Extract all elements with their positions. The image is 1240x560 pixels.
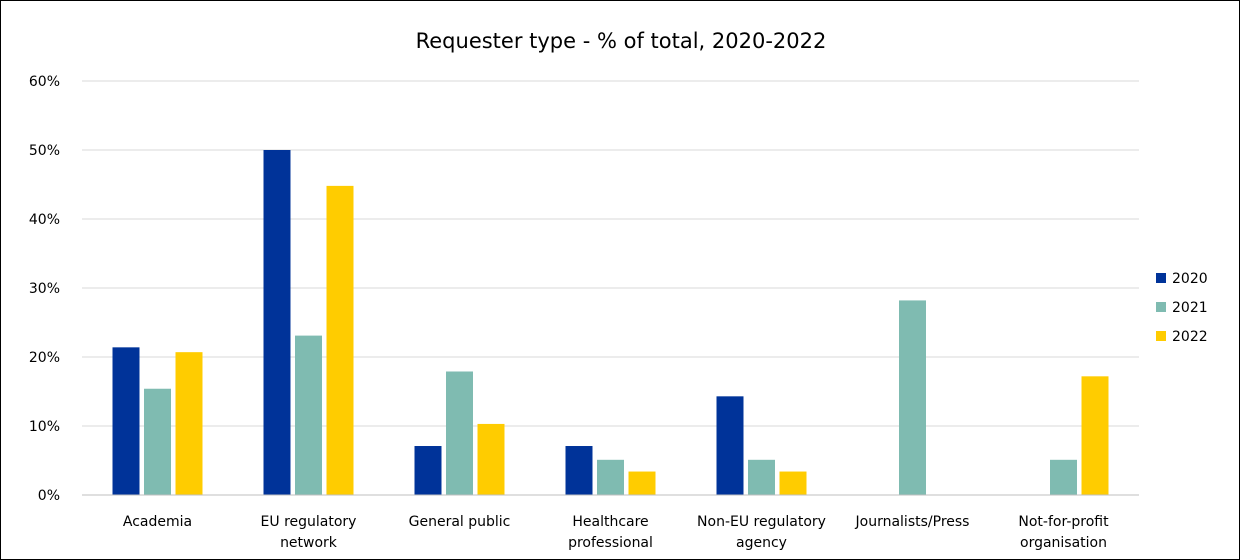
bar-2021 xyxy=(597,459,624,495)
bar-2020 xyxy=(716,396,744,495)
bar-2021 xyxy=(446,371,473,495)
bar-2021 xyxy=(144,388,171,495)
legend: 2020 2021 2022 xyxy=(1156,271,1208,345)
bar-2022 xyxy=(1081,376,1109,495)
chart-title: Requester type - % of total, 2020-2022 xyxy=(416,29,827,53)
x-category-label: network xyxy=(280,535,338,551)
x-category-label: General public xyxy=(409,514,511,530)
bar-2022 xyxy=(628,471,656,495)
bar-2022 xyxy=(779,471,807,495)
legend-label: 2021 xyxy=(1172,300,1208,316)
y-tick-label: 20% xyxy=(29,350,60,366)
bar-2020 xyxy=(565,446,593,495)
bar-2020 xyxy=(414,446,442,495)
x-category-label: Healthcare xyxy=(572,514,648,530)
legend-label: 2020 xyxy=(1172,271,1208,287)
y-tick-label: 40% xyxy=(29,212,60,228)
y-tick-label: 10% xyxy=(29,419,60,435)
bar-2021 xyxy=(899,300,926,495)
y-tick-label: 0% xyxy=(38,488,60,504)
x-category-label: Academia xyxy=(123,514,192,530)
x-category-label: agency xyxy=(736,535,787,551)
bar-2022 xyxy=(175,352,203,495)
y-tick-label: 50% xyxy=(29,143,60,159)
x-axis-categories: Academia EU regulatory network General publ… xyxy=(123,514,1109,551)
y-tick-label: 60% xyxy=(29,74,60,90)
gridlines xyxy=(82,80,1139,427)
bar-2021 xyxy=(748,459,775,495)
bar-2022 xyxy=(477,423,505,495)
bar-2020 xyxy=(263,150,291,495)
x-category-label: Not-for-profit xyxy=(1018,514,1109,530)
bars xyxy=(112,150,1109,495)
x-category-label: Non-EU regulatory xyxy=(697,514,826,530)
y-tick-label: 30% xyxy=(29,281,60,297)
bar-2021 xyxy=(295,335,322,495)
legend-swatch xyxy=(1156,302,1166,312)
x-category-label: organisation xyxy=(1020,535,1107,551)
bar-2022 xyxy=(326,185,354,495)
legend-swatch xyxy=(1156,273,1166,283)
y-axis-ticks: 0% 10% 20% 30% 40% 50% 60% xyxy=(29,74,60,504)
legend-label: 2022 xyxy=(1172,329,1208,345)
bar-2021 xyxy=(1050,459,1077,495)
legend-swatch xyxy=(1156,331,1166,341)
x-category-label: professional xyxy=(568,535,653,551)
x-category-label: Journalists/Press xyxy=(855,514,970,530)
bar-2020 xyxy=(112,347,140,495)
x-category-label: EU regulatory xyxy=(261,514,357,530)
